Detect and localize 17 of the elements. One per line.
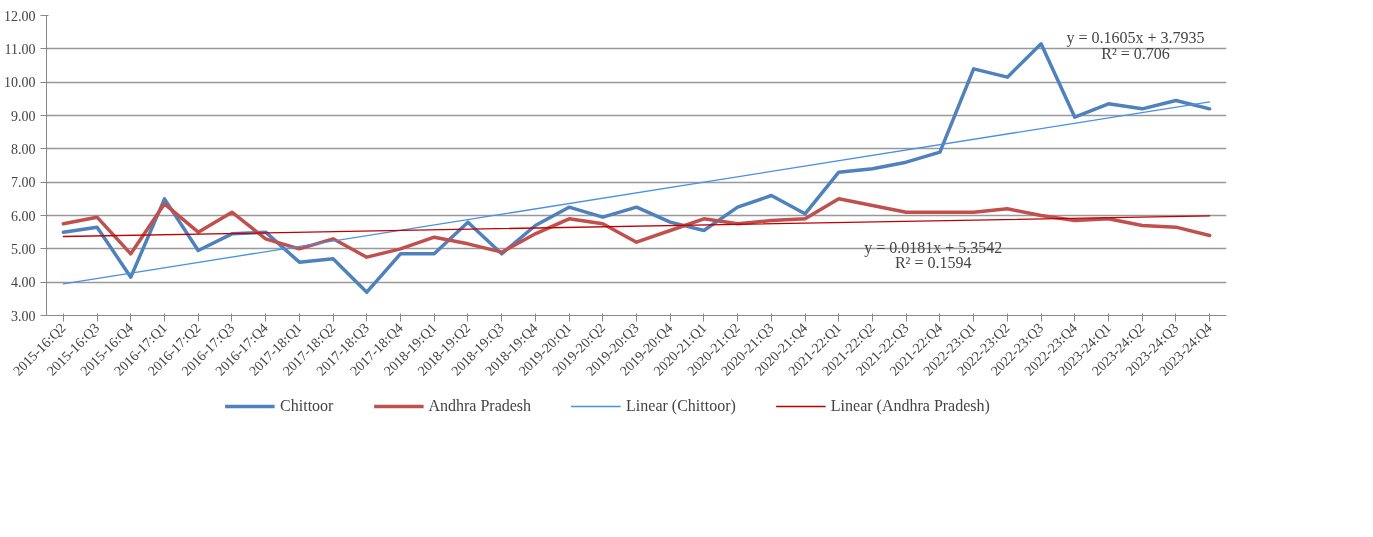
- y-tick-label: 12.00: [4, 8, 36, 24]
- y-tick-label: 10.00: [4, 75, 36, 91]
- annotation: y = 0.1605x + 3.7935: [1066, 28, 1205, 47]
- y-tick-label: 8.00: [11, 141, 36, 157]
- legend-label: Linear (Andhra Pradesh): [830, 397, 990, 415]
- y-tick-label: 11.00: [4, 41, 36, 57]
- y-tick-label: 3.00: [11, 308, 36, 324]
- y-tick-label: 7.00: [11, 175, 36, 191]
- y-tick-label: 6.00: [11, 208, 36, 224]
- y-tick-label: 4.00: [11, 275, 36, 291]
- y-tick-label: 5.00: [11, 241, 36, 257]
- line-series: [61, 197, 1212, 259]
- annotation: R² = 0.706: [1101, 45, 1170, 63]
- y-tick-label: 9.00: [11, 108, 36, 124]
- legend-label: Chittoor: [280, 397, 334, 415]
- legend-label: Linear (Chittoor): [626, 397, 736, 415]
- legend-label: Andhra Pradesh: [428, 397, 532, 415]
